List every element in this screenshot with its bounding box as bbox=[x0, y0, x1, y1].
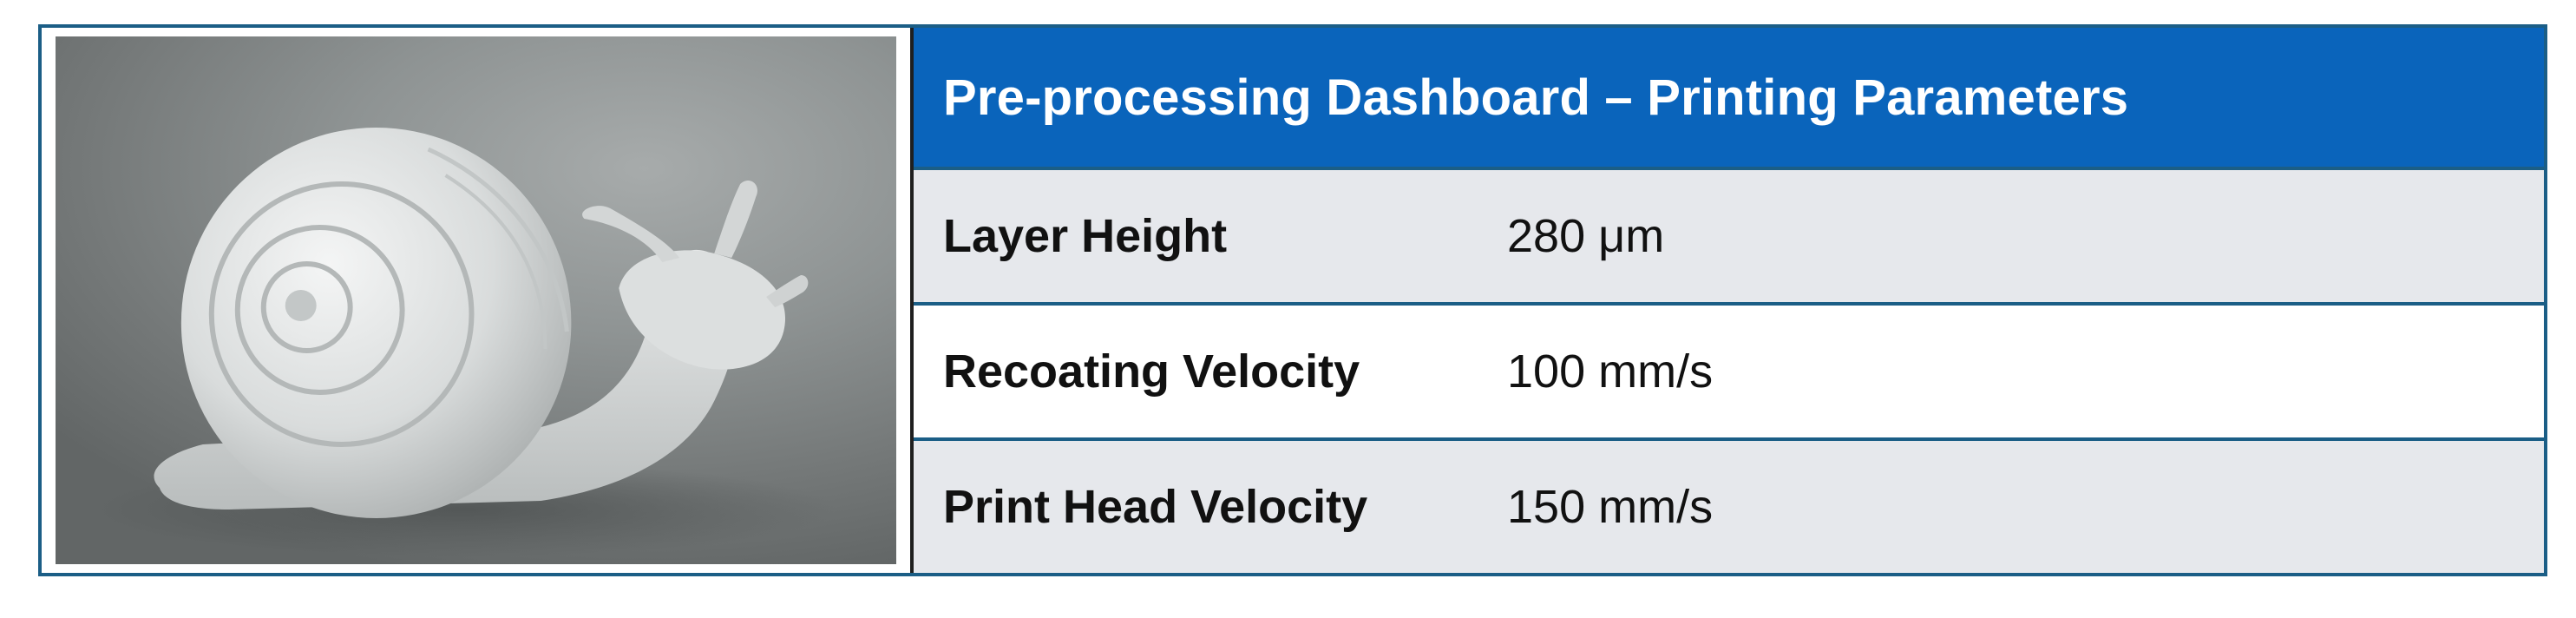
image-panel bbox=[42, 28, 914, 573]
table-row: Print Head Velocity 150 mm/s bbox=[914, 437, 2544, 573]
parameter-value: 280 μm bbox=[1507, 210, 1665, 262]
snail-3d-print-icon bbox=[56, 36, 896, 564]
table-row: Layer Height 280 μm bbox=[914, 167, 2544, 302]
parameters-table: Pre-processing Dashboard – Printing Para… bbox=[914, 28, 2544, 573]
parameter-value: 100 mm/s bbox=[1507, 345, 1714, 398]
parameter-label: Print Head Velocity bbox=[943, 481, 1368, 533]
dashboard-frame: Pre-processing Dashboard – Printing Para… bbox=[38, 24, 2547, 576]
table-row: Recoating Velocity 100 mm/s bbox=[914, 302, 2544, 437]
parameter-label: Recoating Velocity bbox=[943, 345, 1360, 398]
page-title: Pre-processing Dashboard – Printing Para… bbox=[943, 69, 2129, 126]
parameter-label: Layer Height bbox=[943, 210, 1228, 262]
table-header: Pre-processing Dashboard – Printing Para… bbox=[914, 28, 2544, 167]
parameter-value: 150 mm/s bbox=[1507, 481, 1714, 533]
